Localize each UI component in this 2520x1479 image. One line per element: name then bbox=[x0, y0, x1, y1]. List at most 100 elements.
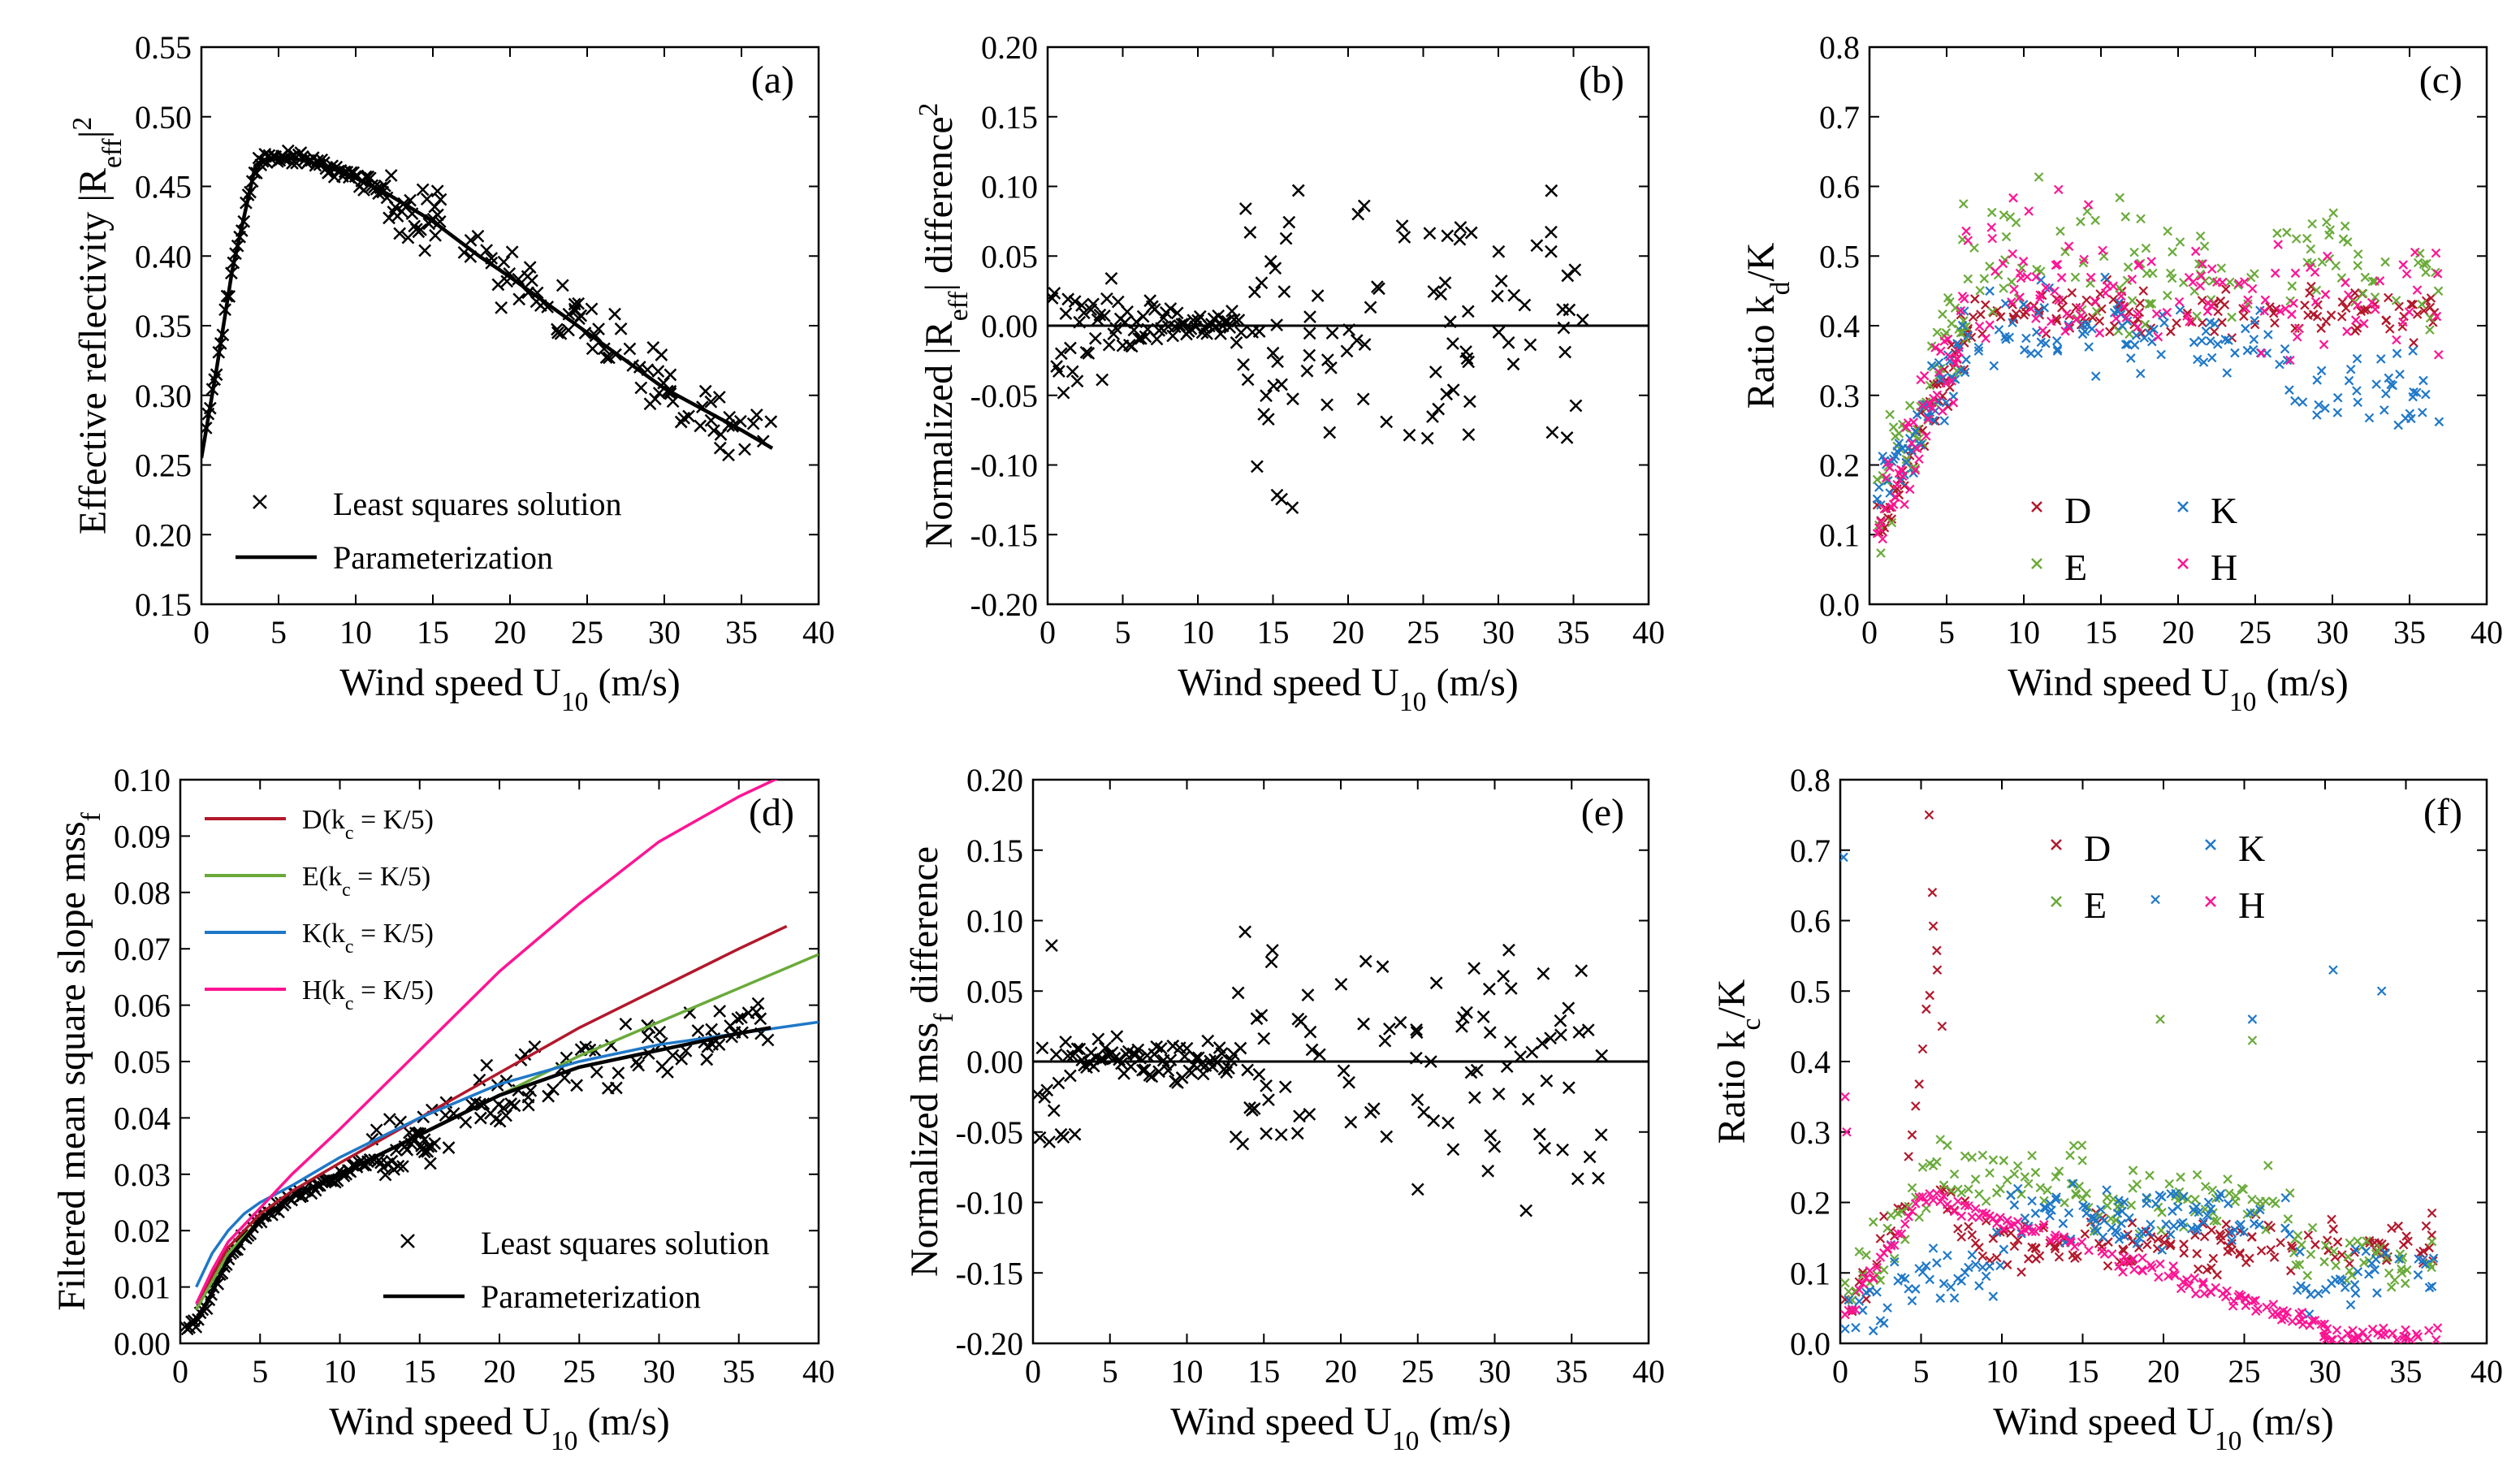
data-point bbox=[2432, 269, 2443, 279]
data-point bbox=[2081, 1188, 2091, 1199]
data-point bbox=[2008, 318, 2017, 328]
data-point bbox=[2319, 1319, 2329, 1330]
data-point bbox=[480, 244, 494, 257]
data-point bbox=[1222, 1062, 1235, 1075]
x-tick-label: 0 bbox=[193, 614, 210, 651]
data-point bbox=[1212, 309, 1225, 322]
data-point bbox=[2174, 296, 2185, 307]
data-point bbox=[1912, 443, 1922, 454]
data-point bbox=[2163, 226, 2172, 236]
data-point bbox=[1312, 1048, 1326, 1062]
data-point bbox=[1506, 357, 1520, 371]
data-point bbox=[2192, 1248, 2202, 1259]
legend-label: D bbox=[2064, 490, 2091, 531]
data-point bbox=[2284, 385, 2294, 395]
panel-a: 0 5 10 15 20 25 30 35 40 0.15 0.20 0.25 0.30 0.35 0.40… bbox=[67, 29, 836, 717]
data-point bbox=[1440, 387, 1454, 401]
data-point bbox=[2421, 1221, 2431, 1231]
data-point bbox=[1999, 1156, 2009, 1165]
data-point bbox=[1876, 517, 1886, 527]
data-point bbox=[1164, 302, 1178, 315]
data-point bbox=[1429, 976, 1443, 990]
data-point bbox=[2283, 1214, 2293, 1224]
y-tick-label: 0.30 bbox=[135, 378, 192, 414]
data-point bbox=[1115, 1057, 1128, 1070]
data-point bbox=[1963, 236, 1973, 245]
data-point bbox=[2427, 1236, 2437, 1247]
data-point bbox=[1238, 202, 1252, 215]
data-point bbox=[2087, 313, 2098, 322]
data-point bbox=[2135, 298, 2146, 309]
data-point bbox=[2338, 234, 2349, 244]
data-point bbox=[1269, 262, 1282, 275]
data-point bbox=[1052, 1076, 1065, 1090]
data-point bbox=[1987, 306, 1998, 317]
data-point bbox=[1054, 347, 1068, 361]
data-point bbox=[2337, 1250, 2347, 1260]
data-point bbox=[2275, 306, 2285, 316]
data-point bbox=[1957, 320, 1968, 331]
x-tick-label: 25 bbox=[2239, 614, 2271, 651]
data-point bbox=[2364, 1269, 2374, 1279]
data-point bbox=[2386, 1282, 2397, 1292]
data-point bbox=[2272, 1309, 2282, 1320]
data-point bbox=[2094, 316, 2105, 327]
data-point bbox=[1865, 1285, 1875, 1295]
data-point bbox=[1214, 327, 1227, 340]
data-point bbox=[2310, 267, 2320, 277]
data-point bbox=[1234, 1041, 1247, 1055]
data-point bbox=[1857, 1278, 1868, 1289]
data-point bbox=[1857, 1268, 1868, 1278]
data-point bbox=[2408, 346, 2418, 356]
data-point bbox=[1932, 965, 1943, 975]
data-point bbox=[1978, 1262, 1988, 1273]
data-point bbox=[2154, 1272, 2163, 1282]
data-point bbox=[1889, 1240, 1900, 1250]
x-tick-label: 15 bbox=[417, 614, 449, 651]
data-point bbox=[2269, 1252, 2280, 1262]
y-tick-label: 0.55 bbox=[135, 29, 192, 66]
y-tick-label: 0.05 bbox=[981, 238, 1038, 275]
x-axis-label: Wind speed U10 (m/s) bbox=[1993, 1400, 2334, 1456]
data-point bbox=[2008, 249, 2018, 259]
data-point bbox=[1136, 309, 1150, 323]
data-point bbox=[568, 297, 581, 311]
data-point bbox=[2150, 1199, 2161, 1209]
data-point bbox=[2079, 254, 2089, 265]
data-point bbox=[1059, 1035, 1073, 1049]
data-point bbox=[2099, 1216, 2109, 1226]
data-point bbox=[2091, 306, 2102, 317]
data-point bbox=[1881, 473, 1891, 483]
data-point bbox=[2168, 1206, 2177, 1216]
data-point bbox=[2228, 1301, 2238, 1311]
data-point bbox=[1033, 1088, 1044, 1101]
x-tick-label: 20 bbox=[1325, 1353, 1357, 1390]
data-point bbox=[1907, 1130, 1917, 1140]
data-point bbox=[2343, 1329, 2353, 1338]
data-point bbox=[2084, 342, 2094, 352]
data-point bbox=[1967, 1250, 1978, 1260]
data-point bbox=[1545, 225, 1558, 239]
x-tick-label: 0 bbox=[1832, 1353, 1848, 1390]
data-point bbox=[1434, 288, 1448, 301]
data-point bbox=[2267, 1196, 2278, 1206]
data-point bbox=[2324, 230, 2334, 240]
data-point bbox=[1974, 1281, 1984, 1291]
data-point bbox=[1886, 1210, 1896, 1221]
y-tick-label: -0.05 bbox=[970, 378, 1038, 414]
data-point bbox=[1938, 309, 1947, 319]
legend-marker-x bbox=[253, 495, 267, 509]
data-point bbox=[2295, 1247, 2305, 1256]
data-point bbox=[2381, 388, 2391, 399]
data-point bbox=[751, 997, 765, 1010]
data-point bbox=[2362, 305, 2372, 314]
data-point bbox=[2062, 309, 2072, 319]
data-point bbox=[2353, 261, 2362, 270]
data-point bbox=[1868, 1274, 1878, 1284]
data-point bbox=[2039, 1220, 2049, 1230]
data-point bbox=[1357, 1017, 1370, 1031]
data-point bbox=[1907, 1183, 1917, 1193]
data-point bbox=[2140, 319, 2150, 330]
data-point bbox=[2114, 1235, 2124, 1244]
legend-marker-x bbox=[400, 1234, 415, 1248]
